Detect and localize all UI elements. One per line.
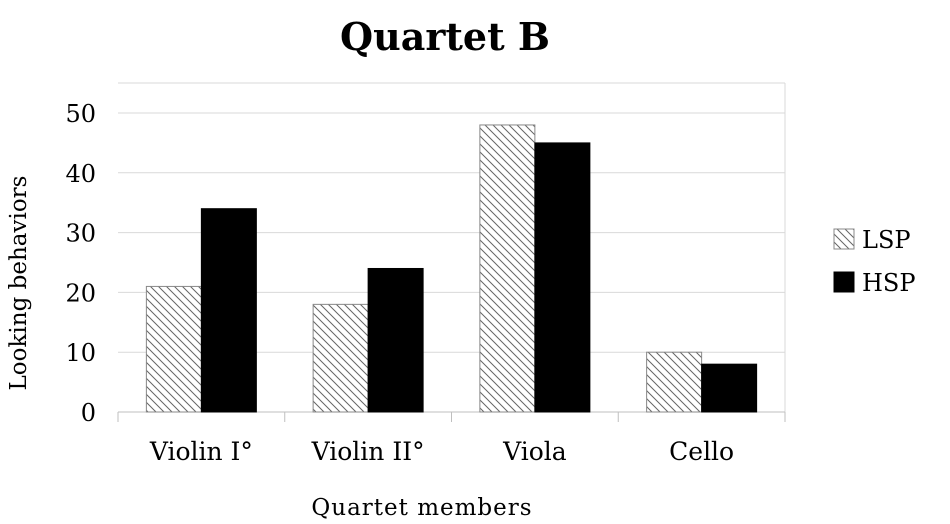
x-axis-label: Quartet members <box>311 495 532 521</box>
y-tick-label: 0 <box>81 399 96 427</box>
legend-swatch-lsp <box>833 228 855 250</box>
legend-label-hsp: HSP <box>862 269 916 297</box>
x-tick-label: Violin I° <box>149 437 253 466</box>
bars <box>145 124 758 413</box>
y-tick-label: 40 <box>65 160 96 188</box>
y-ticks: 0 10 20 30 40 50 <box>65 100 96 427</box>
chart-title: Quartet B <box>340 14 550 59</box>
bar-hsp-0 <box>200 208 257 413</box>
bar-hsp-3 <box>701 363 758 413</box>
bar-lsp-3 <box>646 351 703 413</box>
y-tick-label: 10 <box>65 339 96 367</box>
x-ticks: Violin I° Violin II° Viola Cello <box>117 412 786 466</box>
legend-swatch-hsp <box>833 271 855 293</box>
bar-lsp-2 <box>479 124 536 413</box>
x-tick-label: Cello <box>669 437 734 466</box>
y-axis-label: Looking behaviors <box>6 176 32 391</box>
x-tick-label: Viola <box>502 437 567 466</box>
bar-lsp-1 <box>312 303 369 413</box>
legend: LSP HSP <box>833 226 916 297</box>
y-tick-label: 30 <box>65 220 96 248</box>
y-tick-label: 50 <box>65 100 96 128</box>
bar-hsp-1 <box>367 267 424 413</box>
legend-label-lsp: LSP <box>862 226 911 254</box>
bar-hsp-2 <box>534 142 591 413</box>
x-tick-label: Violin II° <box>311 437 425 466</box>
y-tick-label: 20 <box>65 279 96 307</box>
bar-lsp-0 <box>145 285 202 413</box>
